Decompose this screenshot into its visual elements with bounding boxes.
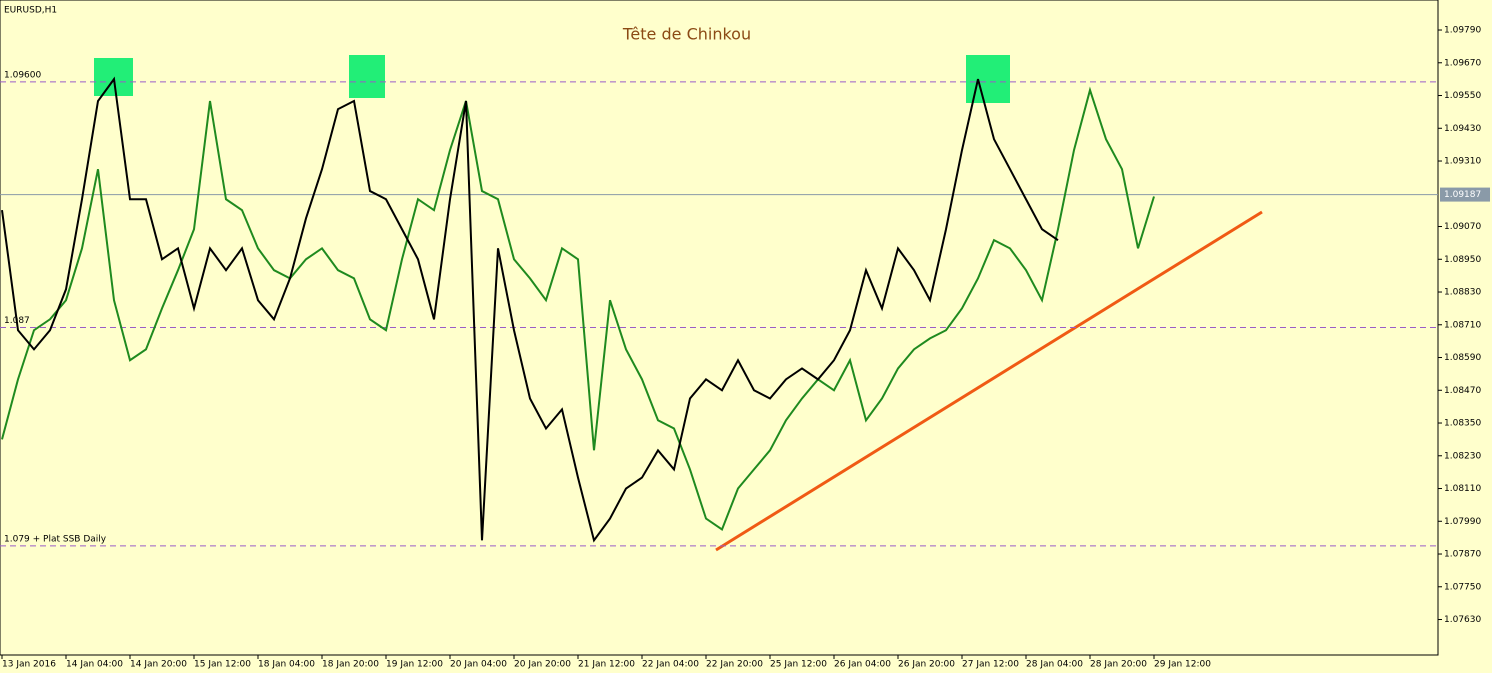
x-tick-label: 28 Jan 20:00 (1090, 660, 1147, 670)
y-tick-label: 1.08350 (1444, 419, 1481, 429)
level-label: 1.079 + Plat SSB Daily (4, 534, 107, 544)
level-label: 1.09600 (4, 70, 41, 80)
current-price-box (1440, 187, 1490, 202)
y-tick-label: 1.07750 (1444, 582, 1481, 592)
x-tick-label: 20 Jan 20:00 (514, 660, 571, 670)
trend-line (715, 210, 1263, 552)
price-line (1, 86, 1155, 531)
y-tick-label: 1.08950 (1444, 255, 1481, 265)
x-tick-label: 26 Jan 20:00 (898, 660, 955, 670)
x-tick-label: 29 Jan 12:00 (1154, 660, 1211, 670)
y-tick-label: 1.08590 (1444, 353, 1481, 363)
x-tick-label: 15 Jan 12:00 (194, 660, 251, 670)
x-tick-label: 21 Jan 12:00 (578, 660, 635, 670)
chart-title: Tête de Chinkou (622, 25, 751, 44)
x-tick-label: 18 Jan 04:00 (258, 660, 315, 670)
x-tick-label: 28 Jan 04:00 (1026, 660, 1083, 670)
y-tick-label: 1.09070 (1444, 222, 1481, 232)
price-line (1, 76, 1059, 543)
x-tick-label: 14 Jan 04:00 (66, 660, 123, 670)
symbol-label: EURUSD,H1 (4, 6, 57, 16)
y-tick-label: 1.07870 (1444, 550, 1481, 560)
highlight-box (966, 55, 1010, 103)
x-tick-label: 19 Jan 12:00 (386, 660, 443, 670)
y-tick-label: 1.07990 (1444, 517, 1481, 527)
y-tick-label: 1.09790 (1444, 26, 1481, 36)
y-tick-label: 1.08110 (1444, 484, 1481, 494)
x-tick-label: 26 Jan 04:00 (834, 660, 891, 670)
current-price-label: 1.09187 (1444, 190, 1481, 200)
x-tick-label: 20 Jan 04:00 (450, 660, 507, 670)
y-tick-label: 1.09430 (1444, 124, 1481, 134)
y-tick-label: 1.08470 (1444, 386, 1481, 396)
y-tick-label: 1.07630 (1444, 615, 1481, 625)
x-tick-label: 22 Jan 20:00 (706, 660, 763, 670)
y-tick-label: 1.09310 (1444, 157, 1481, 167)
x-tick-label: 13 Jan 2016 (2, 660, 56, 670)
y-tick-label: 1.08230 (1444, 451, 1481, 461)
highlight-box (94, 58, 133, 96)
x-tick-label: 14 Jan 20:00 (130, 660, 187, 670)
y-tick-label: 1.08830 (1444, 288, 1481, 298)
x-tick-label: 22 Jan 04:00 (642, 660, 699, 670)
plot-area (0, 0, 1439, 656)
x-tick-label: 25 Jan 12:00 (770, 660, 827, 670)
y-tick-label: 1.08710 (1444, 320, 1481, 330)
x-tick-label: 27 Jan 12:00 (962, 660, 1019, 670)
y-tick-label: 1.09550 (1444, 91, 1481, 101)
y-tick-label: 1.09670 (1444, 58, 1481, 68)
x-tick-label: 18 Jan 20:00 (322, 660, 379, 670)
highlight-box (349, 55, 385, 98)
